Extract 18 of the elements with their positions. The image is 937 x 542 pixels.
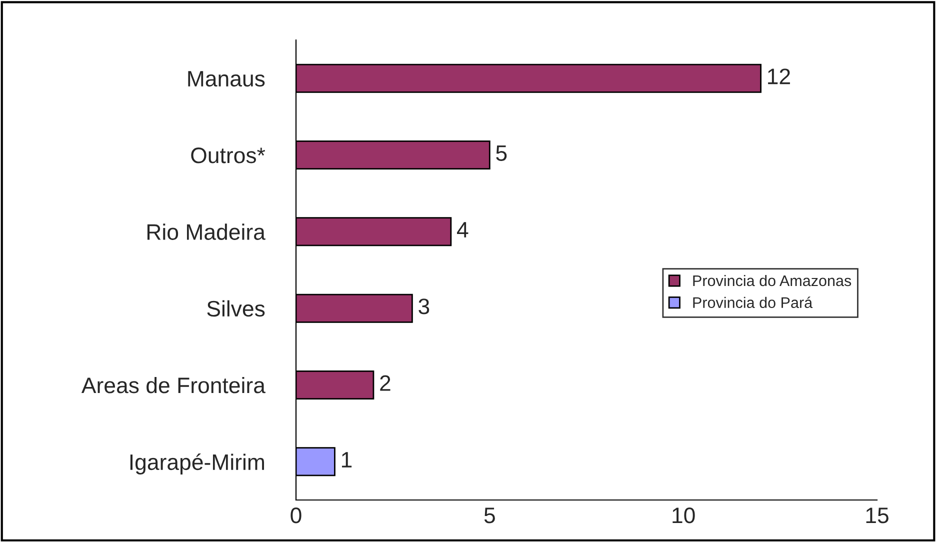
legend-label: Provincia do Pará [693,296,813,308]
data-label: 4 [457,222,468,238]
data-label: 12 [768,68,790,84]
x-tick-label: 0 [290,508,302,524]
y-tick-label: Areas de Fronteira [81,376,266,394]
x-tick-label: 5 [484,508,495,524]
y-tick-label: Silves [207,300,265,317]
y-tick-label: Rio Madeira [147,224,266,240]
data-label: 3 [418,298,430,314]
legend-label: Provincia do Amazonas [693,274,852,286]
x-tick-label: 15 [866,508,888,524]
x-tick-label: 10 [672,508,695,524]
y-tick-label: Outros* [191,148,266,164]
data-label: 2 [380,375,390,391]
y-tick-label: Manaus [188,71,265,87]
data-label: 5 [496,145,507,161]
y-tick-label: Igarapé-Mirim [130,453,264,474]
data-label: 1 [342,452,352,468]
